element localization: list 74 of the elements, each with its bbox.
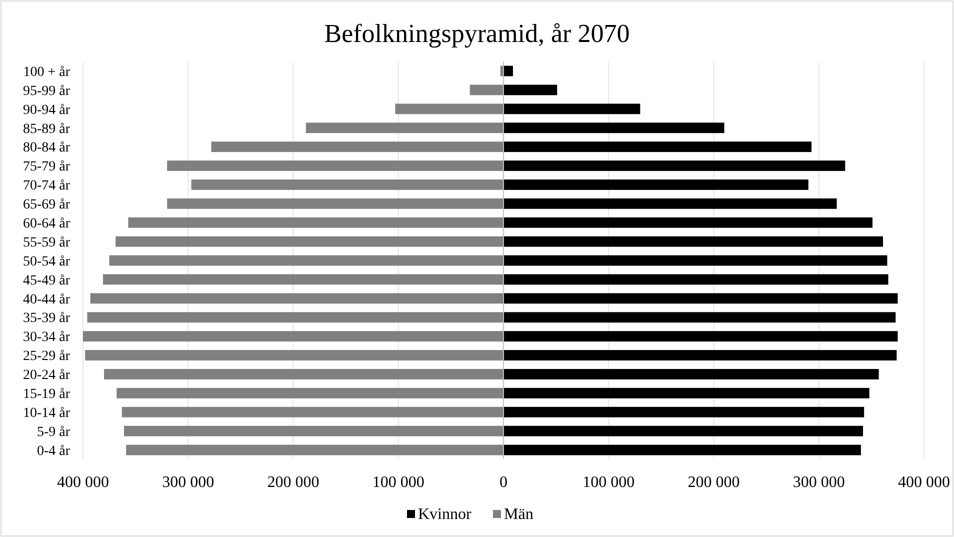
x-tick-label: 0 <box>500 474 508 491</box>
y-tick-label: 20-24 år <box>22 368 70 384</box>
bar <box>90 293 504 304</box>
y-tick-label: 40-44 år <box>22 292 70 308</box>
x-tick-label: 100 000 <box>372 474 424 491</box>
bar <box>504 217 872 228</box>
y-tick-label: 75-79 år <box>22 160 70 175</box>
bar <box>504 388 870 398</box>
x-tick-label: 200 000 <box>267 474 320 491</box>
x-tick-label: 200 000 <box>688 474 740 491</box>
y-tick-label: 80-84 år <box>22 140 70 156</box>
y-tick-label: 65-69 år <box>22 198 70 213</box>
bar <box>167 160 504 171</box>
y-tick-label: 95-99 år <box>22 84 70 99</box>
bar <box>504 368 879 380</box>
y-tick-label: 70-74 år <box>22 178 70 194</box>
y-tick-label: 90-94 år <box>22 102 70 118</box>
y-tick-label: 5-9 år <box>36 424 70 440</box>
bar <box>167 198 504 209</box>
bar <box>504 406 864 418</box>
y-tick-label: 85-89 år <box>22 122 70 137</box>
x-tick-label: 400 000 <box>57 474 109 491</box>
y-tick-label: 100 + år <box>23 64 70 80</box>
bar <box>306 122 504 134</box>
y-tick-label: 10-14 år <box>22 406 70 421</box>
bar <box>109 255 504 266</box>
y-tick-label: 30-34 år <box>22 330 70 346</box>
bar <box>191 179 504 190</box>
bar <box>504 274 888 285</box>
bar <box>504 444 861 456</box>
bar <box>104 368 504 380</box>
y-tick-label: 45-49 år <box>22 273 70 288</box>
bar <box>504 122 724 134</box>
y-tick-label: 55-59 år <box>22 235 70 250</box>
y-tick-label: 60-64 år <box>22 216 70 232</box>
bar <box>85 350 504 360</box>
bar <box>504 350 897 360</box>
bar <box>504 426 864 436</box>
chart-title: Befolkningspyramid, år 2070 <box>324 19 630 48</box>
bar <box>116 236 504 247</box>
bar <box>504 331 898 342</box>
bar <box>102 274 504 285</box>
bar <box>504 312 896 323</box>
bar <box>504 179 808 190</box>
bar <box>504 236 883 247</box>
bar <box>128 217 504 228</box>
bar <box>470 84 504 96</box>
bar <box>116 388 504 398</box>
bar <box>504 104 640 114</box>
bar <box>504 160 846 171</box>
y-tick-label: 25-29 år <box>22 349 70 364</box>
legend-label: Män <box>504 506 534 523</box>
bar <box>87 312 504 323</box>
bar <box>504 66 513 76</box>
bar <box>124 426 504 436</box>
bar <box>126 444 504 456</box>
x-tick-label: 300 000 <box>792 474 845 491</box>
x-tick-label: 300 000 <box>162 474 214 491</box>
bar <box>122 406 504 418</box>
bar <box>395 104 504 114</box>
bar <box>504 255 888 266</box>
bar <box>504 293 898 304</box>
y-tick-label: 0-4 år <box>36 444 70 459</box>
y-tick-label: 50-54 år <box>22 254 70 270</box>
bar <box>504 142 812 152</box>
bar <box>211 142 504 152</box>
bar <box>504 84 558 96</box>
y-tick-label: 15-19 år <box>22 387 70 402</box>
bar <box>504 198 837 209</box>
bar <box>83 331 504 342</box>
y-tick-label: 35-39 år <box>22 311 70 326</box>
x-tick-label: 100 000 <box>582 474 635 491</box>
legend-label: Kvinnor <box>418 506 472 523</box>
x-tick-label: 400 000 <box>898 474 950 491</box>
